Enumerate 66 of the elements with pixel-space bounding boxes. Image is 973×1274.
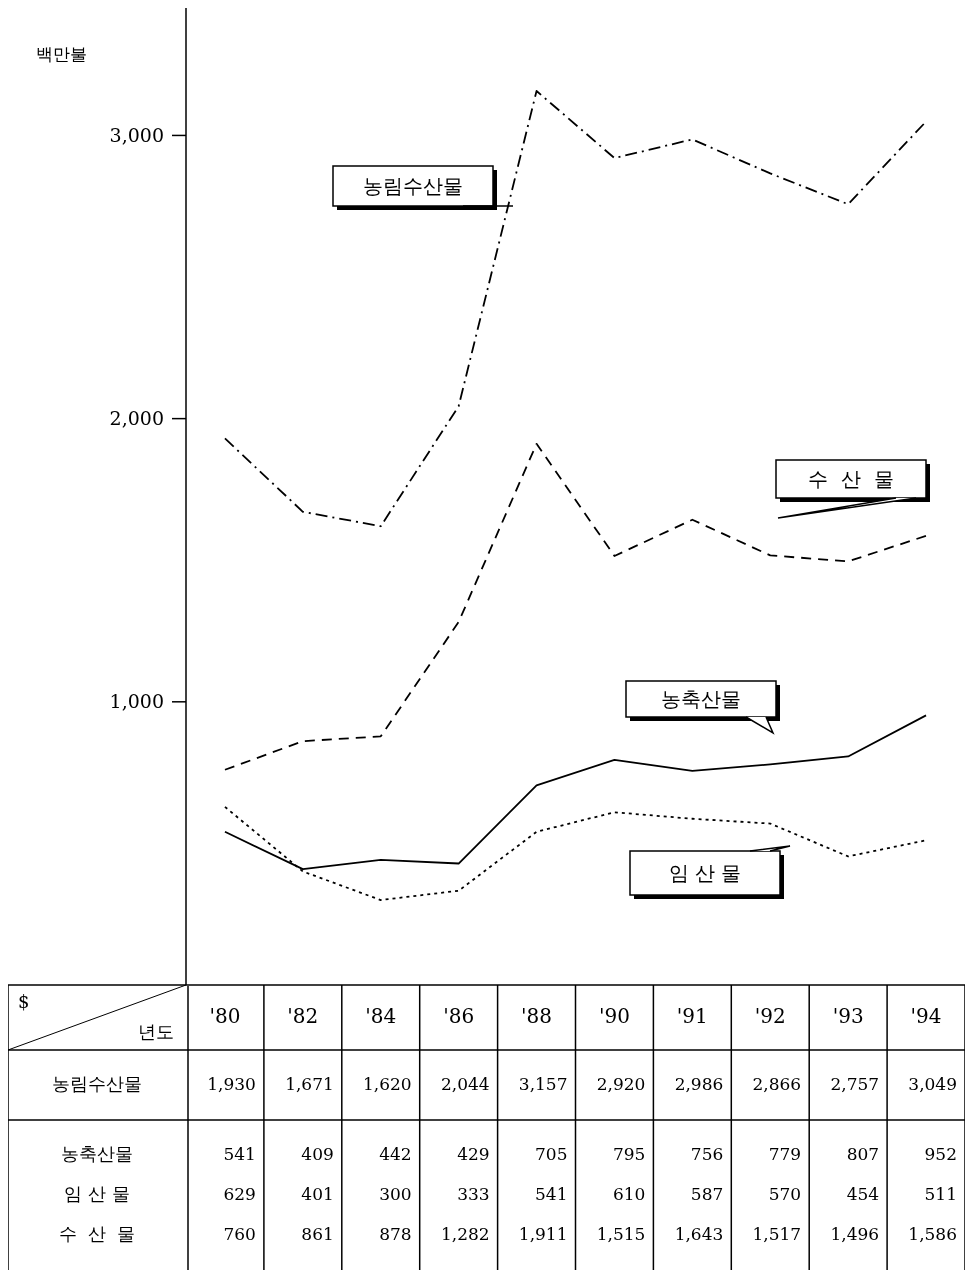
data-label: 1,930 [207, 1074, 256, 1094]
x-tick-label: '92 [754, 1004, 786, 1028]
data-label: 756 [690, 1144, 724, 1164]
data-label: 429 [457, 1144, 490, 1164]
data-label: 2,920 [596, 1074, 646, 1094]
x-tick-label: '90 [598, 1004, 630, 1028]
line-series [224, 442, 927, 771]
x-tick-label: '80 [209, 1004, 241, 1028]
text: 농축산물 [661, 687, 741, 711]
data-label: 333 [457, 1184, 490, 1204]
data-label: 2,757 [830, 1074, 880, 1094]
data-label: 1,643 [674, 1224, 724, 1244]
x-tick-label: '82 [287, 1004, 319, 1028]
data-label: 1,911 [518, 1224, 568, 1244]
data-label: 570 [768, 1184, 802, 1204]
x-tick-label: '84 [365, 1004, 397, 1028]
text: 임 산 물 [64, 1183, 130, 1204]
text: 농축산물 [61, 1143, 133, 1164]
data-label: 454 [846, 1184, 880, 1204]
line-series [224, 90, 927, 528]
y-tick-label: 1,000 [109, 690, 164, 713]
data-label: 760 [223, 1224, 256, 1244]
data-label: 610 [612, 1184, 646, 1204]
data-label: 3,049 [908, 1074, 957, 1094]
text: $ [18, 991, 30, 1012]
data-label: 409 [301, 1144, 334, 1164]
text: 수 산 물 [58, 1223, 136, 1244]
x-tick-label: '91 [676, 1004, 708, 1028]
y-tick-label: 3,000 [109, 124, 164, 147]
data-label: 878 [379, 1224, 412, 1244]
data-label: 587 [690, 1184, 724, 1204]
data-label: 1,282 [440, 1224, 490, 1244]
data-label: 1,515 [596, 1224, 646, 1244]
x-tick-label: '88 [521, 1004, 553, 1028]
text: 수 산 물 [808, 467, 894, 491]
data-label: 952 [924, 1144, 957, 1164]
data-label: 2,866 [752, 1074, 802, 1094]
data-label: 861 [301, 1224, 334, 1244]
data-label: 442 [379, 1144, 412, 1164]
data-label: 2,044 [440, 1074, 490, 1094]
y-axis-title: 백만불 [36, 44, 87, 64]
data-label: 1,517 [752, 1224, 802, 1244]
text: 농림수산물 [52, 1073, 142, 1094]
data-label: 300 [379, 1184, 412, 1204]
y-tick-label: 2,000 [109, 407, 164, 430]
data-label: 401 [301, 1184, 334, 1204]
data-label: 1,620 [363, 1074, 412, 1094]
x-tick-label: '93 [832, 1004, 864, 1028]
text: 농림수산물 [363, 174, 463, 198]
data-label: 511 [924, 1184, 957, 1204]
data-label: 2,986 [674, 1074, 724, 1094]
data-label: 541 [535, 1184, 568, 1204]
data-label: 1,671 [285, 1074, 334, 1094]
data-label: 705 [535, 1144, 568, 1164]
x-axis-title: 년도 [138, 1021, 174, 1042]
data-label: 795 [612, 1144, 646, 1164]
data-label: 1,586 [908, 1224, 957, 1244]
data-label: 3,157 [518, 1074, 568, 1094]
data-label: 629 [223, 1184, 256, 1204]
series-label: 임 산 물 [668, 861, 742, 885]
x-tick-label: '94 [910, 1004, 942, 1028]
data-label: 779 [768, 1144, 802, 1164]
x-tick-label: '86 [443, 1004, 475, 1028]
data-label: 541 [223, 1144, 256, 1164]
data-label: 807 [846, 1144, 880, 1164]
data-label: 1,496 [830, 1224, 880, 1244]
